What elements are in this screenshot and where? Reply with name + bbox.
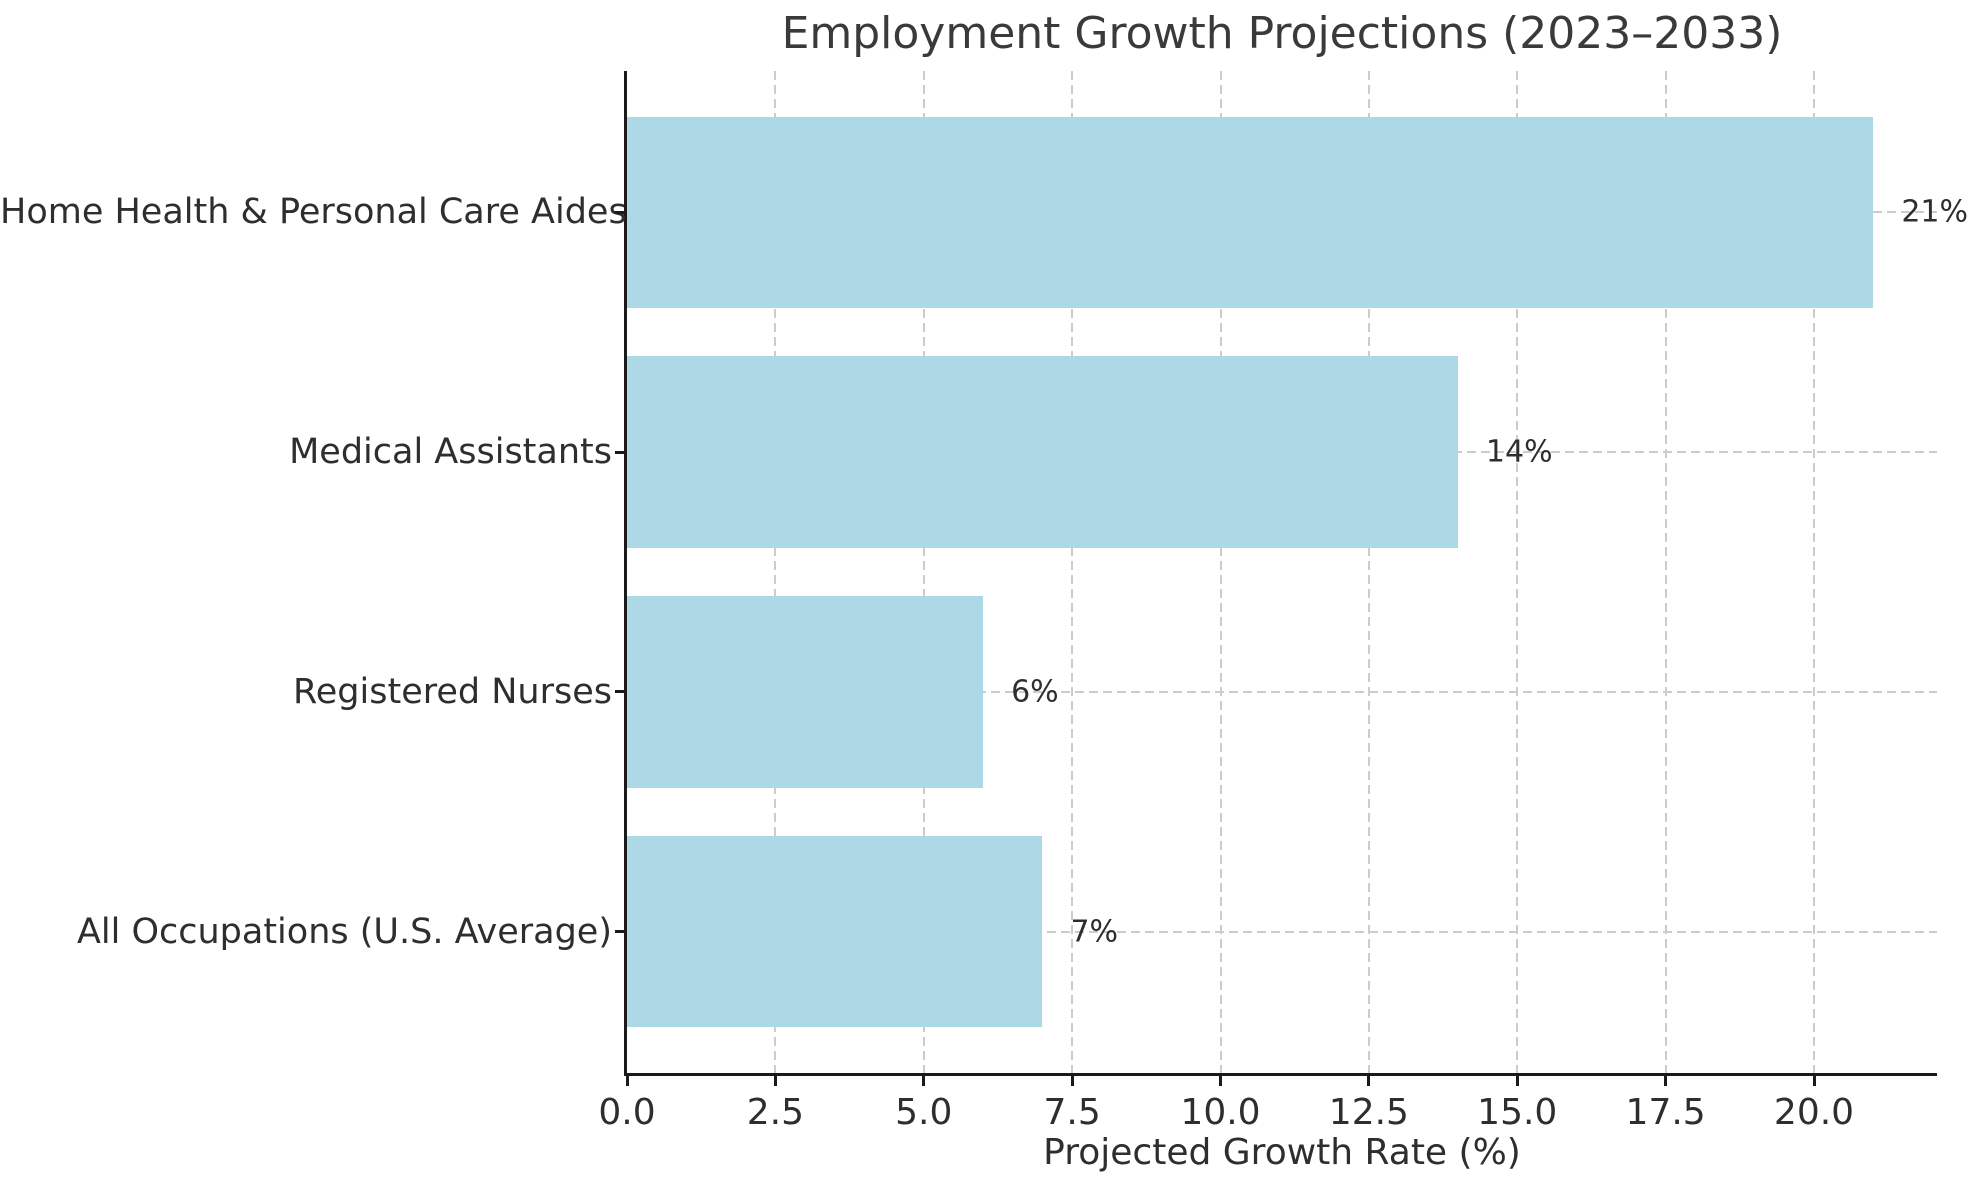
x-tick-mark <box>922 1073 926 1086</box>
category-label: Registered Nurses <box>293 671 612 712</box>
x-tick-mark <box>1812 1073 1816 1086</box>
y-tick-mark <box>615 930 627 934</box>
bar-value-label: 7% <box>1070 914 1119 950</box>
x-tick-label: 10.0 <box>1180 1092 1261 1133</box>
gridline-vertical <box>1367 71 1370 1073</box>
bar-value-label: 14% <box>1485 434 1553 470</box>
x-tick-label: 5.0 <box>895 1092 953 1133</box>
y-axis-spine <box>624 71 627 1076</box>
x-tick-mark <box>1515 1073 1519 1086</box>
x-tick-mark <box>1070 1073 1074 1086</box>
x-tick-label: 0.0 <box>598 1092 656 1133</box>
gridline-vertical <box>1219 71 1222 1073</box>
gridline-horizontal <box>627 690 1937 693</box>
gridline-vertical <box>774 71 777 1073</box>
x-tick-label: 12.5 <box>1328 1092 1409 1133</box>
category-label: Medical Assistants <box>289 432 612 473</box>
gridline-horizontal <box>627 930 1937 933</box>
bar-3 <box>627 835 1043 1028</box>
gridline-vertical <box>1071 71 1074 1073</box>
x-tick-mark <box>1219 1073 1222 1086</box>
x-tick-mark <box>625 1073 629 1086</box>
bar-1 <box>627 356 1458 549</box>
bar-value-label: 21% <box>1901 194 1969 230</box>
chart-title: Employment Growth Projections (2023–2033… <box>781 8 1783 59</box>
x-tick-label: 20.0 <box>1773 1092 1855 1133</box>
y-tick-mark <box>615 210 627 214</box>
category-label: All Occupations (U.S. Average) <box>76 911 612 952</box>
x-axis-label: Projected Growth Rate (%) <box>1043 1132 1521 1173</box>
gridline-vertical <box>1664 71 1667 1073</box>
bar-2 <box>627 595 984 788</box>
y-tick-mark <box>615 690 627 694</box>
x-axis-spine <box>624 1073 1937 1076</box>
x-tick-mark <box>1664 1073 1668 1086</box>
x-tick-label: 2.5 <box>746 1092 804 1133</box>
gridline-vertical <box>1516 71 1519 1073</box>
x-tick-label: 7.5 <box>1043 1092 1101 1133</box>
x-tick-mark <box>773 1073 777 1086</box>
x-tick-label: 15.0 <box>1477 1092 1558 1133</box>
bar-0 <box>627 116 1874 309</box>
x-tick-label: 17.5 <box>1625 1092 1706 1133</box>
y-tick-mark <box>615 450 627 454</box>
bar-value-label: 6% <box>1011 674 1059 710</box>
gridline-vertical <box>1813 71 1815 1073</box>
x-tick-mark <box>1367 1073 1371 1086</box>
category-label: Home Health & Personal Care Aides <box>0 192 627 233</box>
gridline-vertical <box>922 71 925 1073</box>
